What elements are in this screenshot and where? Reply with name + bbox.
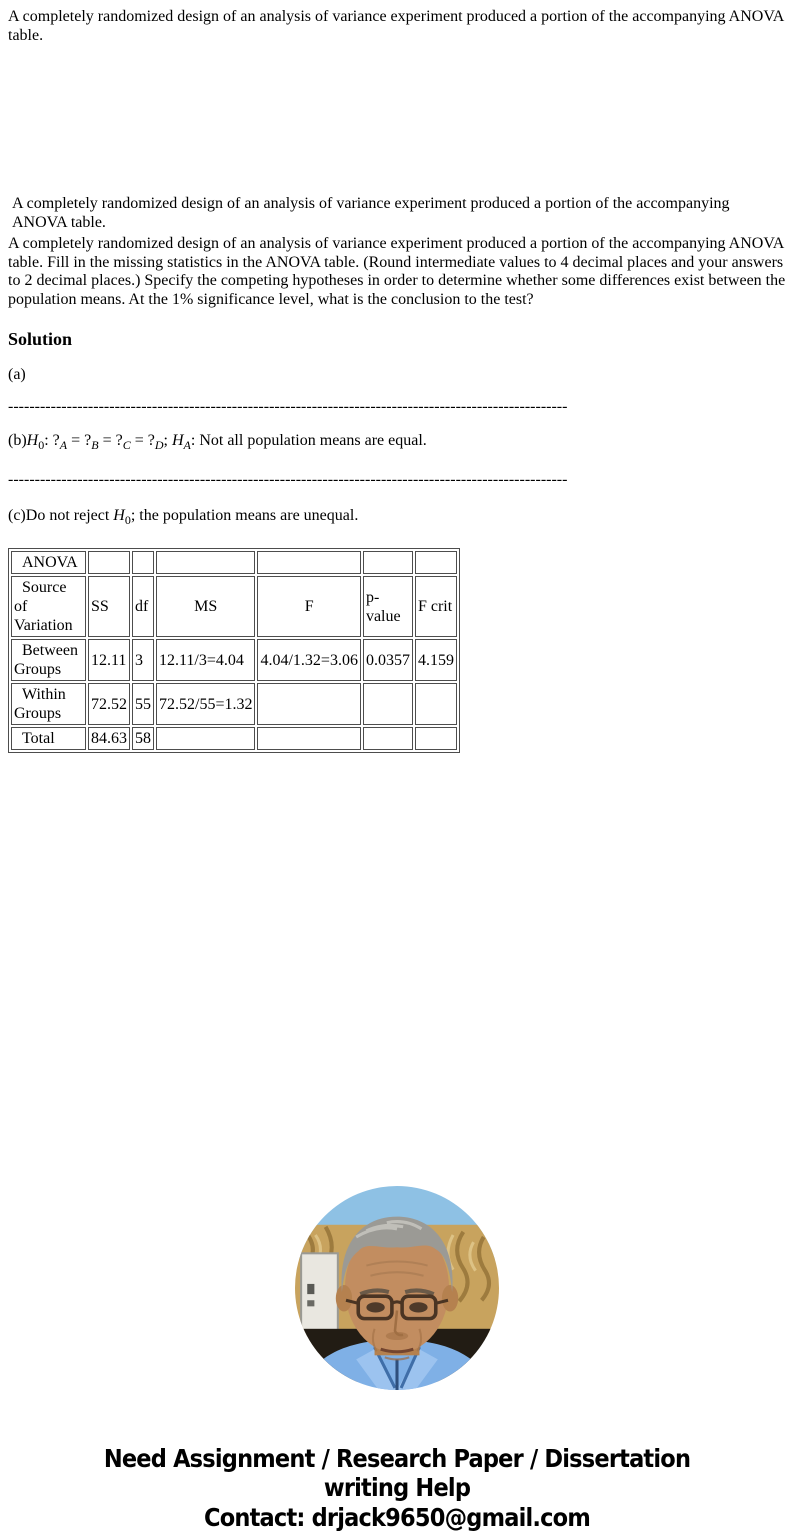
- dashed-separator: ----------------------------------------…: [8, 471, 568, 489]
- table-cell: Total: [11, 727, 86, 751]
- table-cell: F crit: [414, 576, 457, 638]
- repeat-paragraph: A completely randomized design of an ana…: [12, 195, 730, 231]
- part-a-label: (a): [8, 366, 26, 384]
- table-cell: [362, 551, 413, 575]
- tutor-avatar-image: [295, 1186, 499, 1391]
- table-cell: F: [257, 576, 361, 638]
- table-cell: 0.0357: [362, 639, 413, 682]
- table-cell: 58: [132, 727, 154, 751]
- table-cell: Source of Variation: [11, 576, 86, 638]
- table-row-headers: Source of Variation SS df MS F p-value F…: [11, 576, 457, 638]
- table-cell: [257, 727, 361, 751]
- table-row-anova-title: ANOVA: [11, 551, 457, 575]
- table-row-between-groups: Between Groups 12.11 3 12.11/3=4.04 4.04…: [11, 639, 457, 682]
- table-cell: 12.11: [88, 639, 130, 682]
- table-cell: [414, 683, 457, 726]
- table-cell: 72.52/55=1.32: [156, 683, 256, 726]
- table-cell: [257, 551, 361, 575]
- table-cell: [156, 727, 256, 751]
- table-cell: [156, 551, 256, 575]
- table-cell: ANOVA: [11, 551, 86, 575]
- table-cell: MS: [156, 576, 256, 638]
- table-cell: 55: [132, 683, 154, 726]
- part-c-conclusion: (c)Do not reject H0; the population mean…: [8, 506, 359, 528]
- table-cell: Within Groups: [11, 683, 86, 726]
- anova-table: ANOVA Source of Variation SS df MS F p-v…: [8, 548, 460, 754]
- table-cell: [132, 551, 154, 575]
- table-cell: [88, 551, 130, 575]
- table-cell: 72.52: [88, 683, 130, 726]
- intro-paragraph: A completely randomized design of an ana…: [8, 8, 784, 44]
- table-row-within-groups: Within Groups 72.52 55 72.52/55=1.32: [11, 683, 457, 726]
- table-cell: [414, 551, 457, 575]
- solution-heading: Solution: [8, 329, 73, 350]
- table-cell: [362, 727, 413, 751]
- table-cell: 12.11/3=4.04: [156, 639, 256, 682]
- table-cell: SS: [88, 576, 130, 638]
- table-cell: [257, 683, 361, 726]
- table-cell: Between Groups: [11, 639, 86, 682]
- tutor-avatar-photo: [295, 1186, 499, 1391]
- table-row-total: Total 84.63 58: [11, 727, 457, 751]
- blank-spacer: [8, 45, 786, 195]
- part-b-hypotheses: (b)H0: ?A = ?B = ?C = ?D; HA: Not all po…: [8, 432, 427, 453]
- question-paragraph: A completely randomized design of an ana…: [8, 235, 786, 308]
- footer-promo-text: Need Assignment / Research Paper / Disse…: [103, 1443, 691, 1532]
- table-cell: 3: [132, 639, 154, 682]
- dashed-separator: ----------------------------------------…: [8, 397, 568, 415]
- table-cell: 4.04/1.32=3.06: [257, 639, 361, 682]
- table-cell: [414, 727, 457, 751]
- table-cell: df: [132, 576, 154, 638]
- table-cell: p-value: [362, 576, 413, 638]
- table-cell: 84.63: [88, 727, 130, 751]
- table-cell: 4.159: [414, 639, 457, 682]
- table-cell: [362, 683, 413, 726]
- avatar-container: [8, 1186, 786, 1396]
